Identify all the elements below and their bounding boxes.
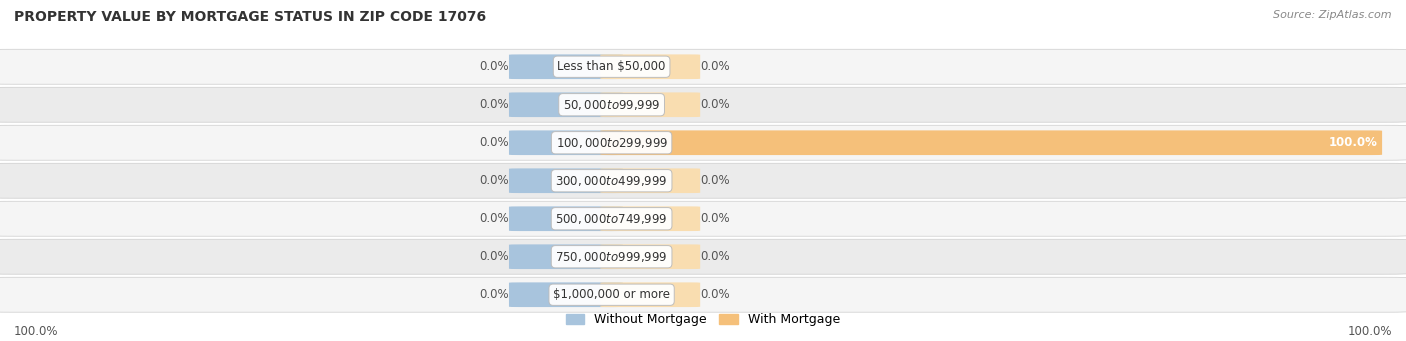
Text: 0.0%: 0.0% [479, 98, 509, 111]
Text: $300,000 to $499,999: $300,000 to $499,999 [555, 174, 668, 188]
Text: 0.0%: 0.0% [700, 212, 730, 225]
FancyBboxPatch shape [600, 168, 700, 193]
FancyBboxPatch shape [600, 55, 700, 79]
FancyBboxPatch shape [600, 130, 1382, 155]
FancyBboxPatch shape [600, 282, 700, 307]
FancyBboxPatch shape [509, 55, 623, 79]
FancyBboxPatch shape [0, 87, 1406, 122]
Text: 0.0%: 0.0% [479, 136, 509, 149]
Text: 100.0%: 100.0% [14, 325, 59, 338]
FancyBboxPatch shape [0, 49, 1406, 84]
Text: $500,000 to $749,999: $500,000 to $749,999 [555, 212, 668, 226]
FancyBboxPatch shape [509, 244, 623, 269]
FancyBboxPatch shape [0, 125, 1406, 160]
FancyBboxPatch shape [0, 201, 1406, 236]
Text: $100,000 to $299,999: $100,000 to $299,999 [555, 136, 668, 150]
FancyBboxPatch shape [600, 206, 700, 231]
FancyBboxPatch shape [0, 163, 1406, 198]
FancyBboxPatch shape [600, 92, 700, 117]
Text: 0.0%: 0.0% [479, 174, 509, 187]
Text: 100.0%: 100.0% [1329, 136, 1378, 149]
FancyBboxPatch shape [509, 168, 623, 193]
FancyBboxPatch shape [509, 206, 623, 231]
FancyBboxPatch shape [509, 92, 623, 117]
Text: PROPERTY VALUE BY MORTGAGE STATUS IN ZIP CODE 17076: PROPERTY VALUE BY MORTGAGE STATUS IN ZIP… [14, 10, 486, 24]
FancyBboxPatch shape [0, 239, 1406, 274]
Text: 0.0%: 0.0% [700, 288, 730, 301]
Text: 0.0%: 0.0% [479, 212, 509, 225]
FancyBboxPatch shape [509, 282, 623, 307]
Text: Less than $50,000: Less than $50,000 [557, 60, 666, 73]
Legend: Without Mortgage, With Mortgage: Without Mortgage, With Mortgage [561, 308, 845, 331]
Text: $1,000,000 or more: $1,000,000 or more [553, 288, 671, 301]
FancyBboxPatch shape [0, 277, 1406, 312]
FancyBboxPatch shape [509, 130, 623, 155]
Text: 0.0%: 0.0% [479, 60, 509, 73]
Text: $50,000 to $99,999: $50,000 to $99,999 [562, 98, 661, 112]
Text: $750,000 to $999,999: $750,000 to $999,999 [555, 250, 668, 264]
Text: Source: ZipAtlas.com: Source: ZipAtlas.com [1274, 10, 1392, 20]
Text: 0.0%: 0.0% [700, 60, 730, 73]
Text: 0.0%: 0.0% [479, 250, 509, 263]
Text: 0.0%: 0.0% [479, 288, 509, 301]
Text: 0.0%: 0.0% [700, 250, 730, 263]
Text: 0.0%: 0.0% [700, 174, 730, 187]
Text: 0.0%: 0.0% [700, 98, 730, 111]
FancyBboxPatch shape [600, 244, 700, 269]
Text: 100.0%: 100.0% [1347, 325, 1392, 338]
